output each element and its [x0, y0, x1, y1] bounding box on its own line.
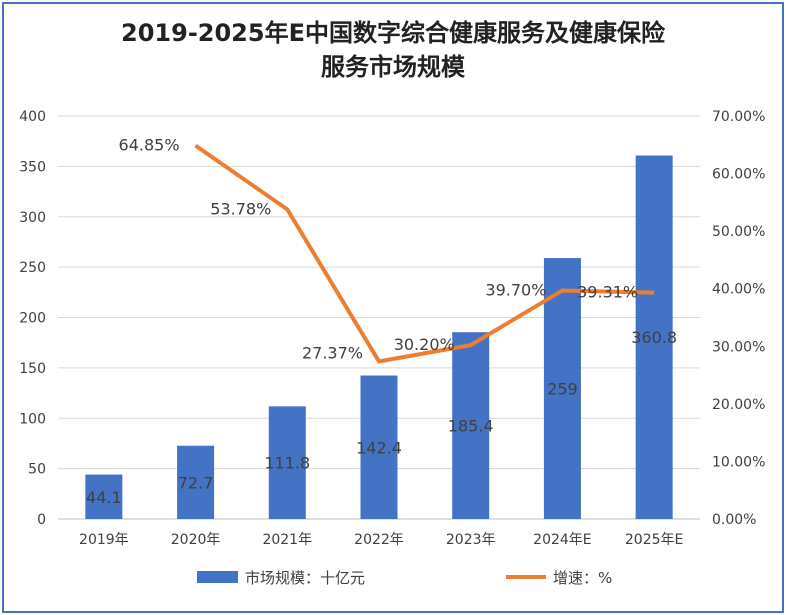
line-data-label: 30.20%: [394, 335, 455, 354]
line-data-label: 27.37%: [302, 343, 363, 362]
chart-title-line1: 2019-2025年E中国数字综合健康服务及健康保险: [121, 19, 665, 47]
left-tick-label: 200: [19, 311, 46, 327]
right-tick-label: 50.00%: [712, 224, 765, 240]
bar: [85, 474, 123, 519]
legend-bar-swatch: [197, 571, 238, 583]
bar-data-label: 259: [547, 380, 578, 399]
x-tick-label: 2021年: [262, 532, 312, 548]
legend-bar-label: 市场规模：十亿元: [245, 569, 366, 587]
left-tick-label: 350: [19, 159, 46, 175]
x-tick-label: 2024年E: [533, 532, 591, 548]
right-tick-label: 30.00%: [712, 339, 765, 355]
bar-data-label: 360.8: [631, 328, 677, 347]
bar-data-label: 111.8: [264, 454, 310, 473]
bar-data-label: 142.4: [356, 438, 402, 457]
bar: [543, 258, 581, 519]
bar: [635, 155, 673, 519]
bar-data-label: 72.7: [178, 473, 214, 492]
right-tick-label: 70.00%: [712, 109, 765, 125]
left-tick-label: 400: [19, 109, 46, 125]
x-tick-label: 2023年: [446, 532, 496, 548]
right-tick-label: 10.00%: [712, 454, 765, 470]
left-tick-label: 50: [28, 462, 46, 478]
legend-line-label: 增速：%: [553, 569, 613, 587]
left-tick-label: 250: [19, 260, 46, 276]
right-tick-label: 40.00%: [712, 282, 765, 298]
right-tick-label: 0.00%: [712, 512, 756, 528]
bar: [452, 332, 490, 519]
bar: [268, 406, 306, 519]
legend-line-swatch: [506, 575, 546, 579]
line-data-label: 39.70%: [485, 280, 546, 299]
left-tick-label: 300: [19, 210, 46, 226]
left-tick-label: 100: [19, 411, 46, 427]
x-tick-label: 2025年E: [625, 532, 683, 548]
left-tick-label: 0: [37, 512, 46, 528]
x-tick-label: 2022年: [354, 532, 404, 548]
right-tick-label: 60.00%: [712, 167, 765, 183]
right-tick-label: 20.00%: [712, 397, 765, 413]
bar-data-label: 185.4: [448, 417, 494, 436]
line-data-label: 53.78%: [210, 199, 271, 218]
line-data-label: 64.85%: [119, 136, 180, 155]
growth-line: [194, 144, 655, 364]
x-tick-label: 2019年: [79, 532, 129, 548]
chart-title-line2: 服务市场规模: [321, 53, 465, 81]
bar: [177, 445, 215, 519]
bar-data-label: 44.1: [86, 488, 122, 507]
left-tick-label: 150: [19, 361, 46, 377]
x-tick-label: 2020年: [171, 532, 221, 548]
line-data-label: 39.31%: [577, 283, 638, 302]
bar: [360, 375, 398, 519]
